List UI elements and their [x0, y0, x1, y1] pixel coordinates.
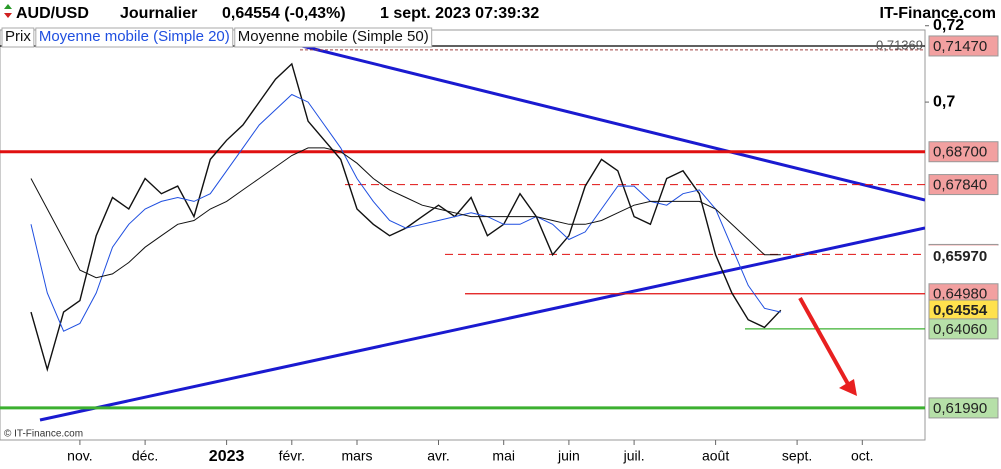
legend-box [1, 27, 35, 48]
x-tick-label: oct. [851, 448, 874, 464]
x-tick-label: août [702, 448, 729, 464]
plot-area [0, 43, 925, 422]
x-tick-label: avr. [427, 448, 450, 464]
level-label: 0,67840 [933, 177, 987, 194]
x-tick-label: 2023 [209, 448, 245, 465]
arrow-head [839, 379, 857, 396]
level-label: 0,65970 [933, 248, 987, 265]
x-tick-label: juin [557, 448, 580, 464]
legend-box [35, 27, 234, 48]
symbol: AUD/USD [16, 5, 89, 22]
level-label: 0,71369 [876, 37, 923, 52]
quote: 0,64554 (-0,43%) [222, 5, 346, 22]
series-line [30, 93, 781, 332]
series-line [30, 147, 781, 279]
up-icon [4, 4, 12, 9]
legend-entry: Prix [5, 28, 31, 45]
x-tick-label: févr. [279, 448, 305, 464]
forecast-arrow [798, 297, 850, 385]
level-label: 0,64980 [933, 286, 987, 303]
trendline-lower [39, 226, 925, 422]
down-icon [4, 13, 12, 18]
level-box [928, 318, 999, 340]
x-tick-label: mai [492, 448, 515, 464]
brand: IT-Finance.com [880, 5, 996, 22]
footer: © IT-Finance.com [4, 429, 83, 440]
trendline-upper [297, 43, 925, 202]
x-tick-label: juil. [623, 448, 645, 464]
period: Journalier [120, 5, 197, 22]
x-tick-label: nov. [67, 448, 92, 464]
y-tick-label: 0,7 [933, 93, 955, 110]
level-label: 0,71470 [933, 38, 987, 55]
level-box [928, 397, 999, 419]
legend-entry: Moyenne mobile (Simple 50) [238, 28, 429, 45]
x-tick-label: mars [341, 448, 372, 464]
level-box [928, 174, 999, 196]
plot-frame [0, 29, 926, 441]
legend-box [234, 27, 433, 48]
level-label: 0,61990 [933, 400, 987, 417]
level-label: 0,68700 [933, 144, 987, 161]
y-tick-label: 0,72 [933, 17, 964, 34]
level-box [928, 35, 999, 57]
legend-entry: Moyenne mobile (Simple 20) [39, 28, 230, 45]
level-box [928, 141, 999, 163]
level-box [928, 245, 999, 267]
x-tick-label: déc. [132, 448, 158, 464]
level-label: 0,64554 [933, 302, 988, 319]
x-tick-label: sept. [782, 448, 812, 464]
datetime: 1 sept. 2023 07:39:32 [380, 5, 539, 22]
level-label: 0,64060 [933, 321, 987, 338]
